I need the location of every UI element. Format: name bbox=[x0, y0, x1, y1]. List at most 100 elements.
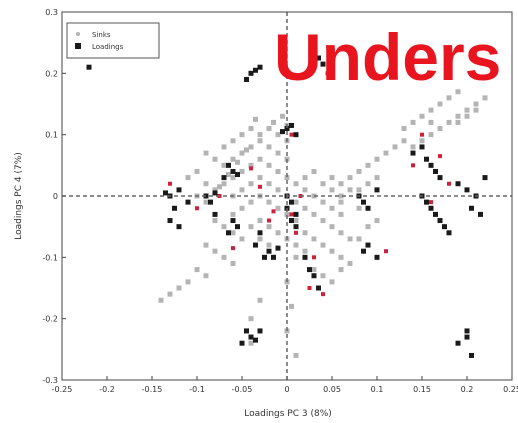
sinks-point bbox=[347, 175, 353, 181]
loadings-point bbox=[248, 70, 254, 76]
loadings-point bbox=[464, 187, 470, 193]
sinks-point bbox=[419, 113, 425, 119]
sinks-point bbox=[329, 224, 335, 230]
loadings-point bbox=[235, 172, 240, 178]
sinks-point bbox=[239, 132, 245, 138]
sinks-point bbox=[320, 199, 326, 205]
sinks-point bbox=[302, 175, 308, 181]
sinks-point bbox=[320, 181, 326, 187]
sinks-point bbox=[374, 156, 380, 162]
sinks-point bbox=[311, 267, 317, 273]
loadings-point bbox=[374, 187, 380, 193]
loadings-point bbox=[361, 199, 366, 205]
sinks-point bbox=[329, 187, 335, 193]
legend-label-loadings: Loadings bbox=[92, 43, 124, 51]
sinks-point bbox=[248, 181, 254, 187]
sinks-point bbox=[410, 119, 416, 125]
sinks-point bbox=[230, 260, 236, 266]
sinks-point bbox=[230, 156, 236, 162]
sinks-point bbox=[455, 113, 461, 119]
loadings-point bbox=[262, 254, 267, 260]
data-layer bbox=[73, 40, 488, 358]
loadings-point bbox=[239, 340, 245, 346]
sinks-point bbox=[226, 172, 231, 178]
highlight-point bbox=[258, 184, 262, 189]
sinks-point bbox=[302, 248, 308, 254]
loadings-point bbox=[437, 218, 443, 224]
sinks-point bbox=[203, 199, 209, 205]
sinks-point bbox=[311, 168, 317, 174]
y-tick-label: -0.1 bbox=[42, 253, 58, 262]
sinks-point bbox=[311, 211, 317, 217]
loadings-point bbox=[316, 55, 321, 61]
sinks-point bbox=[293, 242, 299, 248]
loadings-point bbox=[455, 181, 461, 187]
loadings-point bbox=[428, 205, 434, 211]
sinks-point bbox=[401, 126, 407, 132]
sinks-point bbox=[311, 236, 317, 242]
sinks-point bbox=[338, 181, 344, 187]
sinks-point bbox=[266, 181, 272, 187]
highlight-point bbox=[168, 181, 172, 186]
sinks-point bbox=[419, 138, 425, 144]
sinks-point bbox=[482, 95, 488, 101]
sinks-point bbox=[347, 236, 353, 242]
sinks-point bbox=[455, 119, 461, 125]
sinks-point bbox=[185, 279, 191, 285]
loadings-point bbox=[455, 340, 461, 346]
sinks-point bbox=[271, 119, 276, 125]
sinks-point bbox=[338, 267, 344, 273]
loadings-point bbox=[410, 150, 416, 156]
loadings-point bbox=[437, 175, 443, 181]
x-tick-label: 0 bbox=[284, 385, 289, 394]
x-tick-label: -0.25 bbox=[52, 385, 73, 394]
loadings-point bbox=[302, 254, 308, 260]
sinks-point bbox=[392, 144, 398, 150]
loadings-point bbox=[464, 334, 470, 340]
sinks-point bbox=[275, 168, 281, 174]
loadings-point bbox=[311, 58, 317, 64]
loadings-point bbox=[212, 190, 218, 196]
highlight-point bbox=[321, 292, 325, 297]
sinks-point bbox=[356, 187, 362, 193]
sinks-point bbox=[248, 316, 254, 322]
sinks-point bbox=[275, 132, 281, 138]
sinks-point bbox=[239, 150, 245, 156]
sinks-point bbox=[365, 224, 371, 230]
sinks-point bbox=[302, 205, 308, 211]
sinks-point bbox=[356, 236, 362, 242]
x-axis-title: Loadings PC 3 (8%) bbox=[244, 409, 332, 419]
highlight-point bbox=[289, 132, 294, 137]
sinks-point bbox=[239, 187, 245, 193]
sinks-point bbox=[217, 184, 222, 190]
loadings-point bbox=[248, 334, 254, 340]
highlight-point bbox=[231, 246, 235, 251]
sinks-point bbox=[320, 218, 326, 224]
sinks-point bbox=[257, 138, 263, 144]
sinks-point bbox=[302, 230, 308, 236]
overlay-text: Unders bbox=[274, 20, 501, 94]
loadings-point bbox=[280, 129, 285, 135]
loadings-point bbox=[185, 199, 191, 205]
x-tick-label: -0.15 bbox=[142, 385, 163, 394]
loadings-point bbox=[316, 285, 321, 291]
sinks-point bbox=[248, 224, 254, 230]
y-tick-label: 0.1 bbox=[45, 131, 58, 140]
highlight-point bbox=[294, 230, 298, 235]
sinks-point bbox=[266, 242, 272, 248]
loadings-point bbox=[257, 230, 263, 236]
sinks-point bbox=[253, 116, 258, 122]
loadings-point bbox=[212, 211, 218, 217]
loadings-point bbox=[257, 64, 263, 70]
sinks-point bbox=[302, 187, 308, 193]
loadings-point bbox=[469, 205, 474, 211]
sinks-point bbox=[356, 168, 362, 174]
sinks-point bbox=[428, 107, 434, 113]
highlight-point bbox=[411, 163, 415, 168]
sinks-point bbox=[275, 187, 281, 193]
loadings-point bbox=[307, 267, 312, 273]
loadings-point bbox=[424, 199, 429, 205]
sinks-point bbox=[248, 162, 254, 168]
sinks-point bbox=[464, 107, 470, 113]
sinks-point bbox=[284, 211, 290, 217]
